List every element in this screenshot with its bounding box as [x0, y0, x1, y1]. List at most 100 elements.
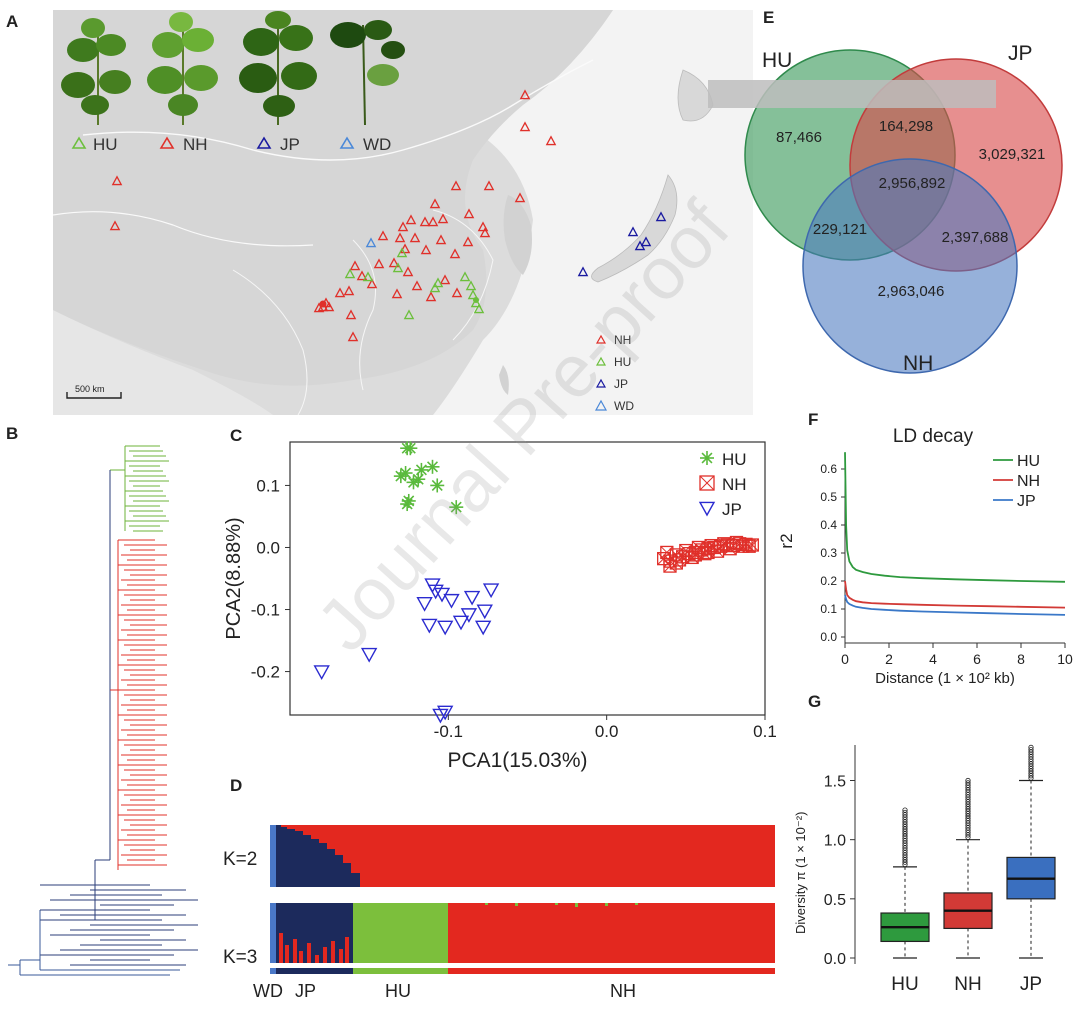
pca-legend-marker: [699, 475, 715, 491]
ld-y-tick-label: 0.2: [820, 574, 837, 588]
ld-legend-label: HU: [1017, 453, 1040, 470]
structure-k2-bar: [319, 843, 327, 887]
ld-x-axis-label: Distance (1 × 10² kb): [875, 670, 1015, 687]
legend-nh-label: NH: [183, 135, 208, 154]
plant-photo-hu: [61, 18, 131, 125]
ld-x-tick-label: 2: [885, 651, 893, 667]
ld-y-tick-label: 0.5: [820, 490, 837, 504]
box-hu: [880, 807, 930, 959]
structure-group-label-jp: JP: [295, 981, 316, 1001]
pca-legend-marker: [700, 451, 714, 465]
panel-label-b: B: [6, 424, 19, 443]
structure-k2-bar: [311, 839, 319, 887]
structure-k2-bar: [276, 825, 281, 887]
map-marker-nh: [437, 213, 449, 224]
map-marker-jp: [634, 240, 646, 251]
map-marker-nh: [419, 216, 431, 227]
pca-point-jp: [474, 620, 492, 636]
structure-k3-admix: [299, 951, 303, 963]
box-y-tick-label: 1.0: [824, 833, 846, 850]
group-bar-nh: [448, 968, 775, 974]
pca-x-axis-label: PCA1(15.03%): [447, 749, 587, 772]
panel-b-phylogenetic-tree: [8, 445, 198, 976]
map-marker-nh: [405, 214, 417, 225]
structure-k3-admix: [605, 903, 608, 906]
structure-k3-admix: [635, 903, 638, 905]
map-marker-nh: [411, 280, 423, 291]
pca-point-nh: [669, 548, 683, 562]
pca-point-nh: [701, 545, 715, 560]
venn-label-hu: HU: [762, 49, 792, 72]
pca-point-jp: [432, 708, 449, 724]
map-marker-nh: [545, 135, 557, 146]
map-marker-nh: [397, 221, 409, 232]
structure-k2-bar: [335, 855, 343, 887]
map-marker-nh: [514, 192, 526, 203]
map-marker-hu: [403, 309, 415, 320]
map-marker-nh: [449, 248, 461, 259]
map-marker-nh: [366, 278, 378, 289]
structure-group-label-nh: NH: [610, 981, 636, 1001]
svg-text:500 km: 500 km: [75, 384, 105, 394]
pca-point-jp: [460, 608, 478, 623]
map-marker-hu: [465, 280, 477, 291]
ld-line-hu: [844, 452, 1066, 583]
map-marker-hu: [473, 303, 485, 314]
structure-k3-admix: [555, 903, 558, 905]
map-marker-nh: [356, 270, 368, 281]
panel-f-ld-decay: LD decay 0 2 4 6 8 10 0.0 0.1 0.2 0.3 0.4 0.5 0.6 Dist…: [780, 426, 1073, 687]
pca-point-hu: [411, 472, 426, 487]
map-marker-nh: [435, 234, 447, 245]
ld-line-nh: [844, 580, 1066, 609]
map-marker-nh: [349, 260, 361, 271]
group-bar-wd: [270, 968, 276, 974]
venn-count-jp-nh: 2,397,688: [942, 229, 1009, 246]
pca-point-jp: [476, 604, 493, 620]
structure-k3-admix: [279, 933, 283, 963]
structure-k3-admix: [515, 903, 518, 906]
map-sample-markers: [109, 89, 667, 342]
map-marker-hu: [429, 282, 441, 293]
legend-hu-label: HU: [93, 135, 118, 154]
structure-group-label-wd: WD: [253, 981, 283, 1001]
pca-legend-label: NH: [722, 475, 747, 494]
box-y-axis-label: Diversity π (1 × 10⁻²): [793, 812, 808, 934]
pca-point-jp: [436, 620, 454, 636]
ld-y-axis-label: r2: [780, 533, 796, 548]
map-marker-nh: [519, 121, 531, 132]
venn-count-all: 2,956,892: [879, 175, 946, 192]
structure-k3-wd: [270, 903, 276, 963]
map-marker-hu: [392, 262, 404, 273]
venn-count-hu-nh: 229,121: [813, 221, 867, 238]
pca-point-nh: [717, 537, 731, 551]
map-marker-nh: [345, 309, 357, 320]
venn-circle-nh: [802, 158, 1018, 374]
pca-plot-frame: [289, 441, 766, 716]
plant-photo-nh: [147, 12, 218, 125]
pca-point-jp: [421, 618, 438, 634]
map-marker-hu: [362, 271, 374, 282]
pca-point-jp: [360, 647, 378, 663]
ld-y-tick-label: 0.4: [820, 518, 837, 532]
legend-wd-label: WD: [363, 135, 391, 154]
group-bar-hu: [353, 968, 448, 974]
ld-y-tick-label: 0.1: [820, 602, 837, 616]
pca-point-jp: [436, 705, 454, 721]
venn-label-jp: JP: [1008, 42, 1033, 65]
pca-point-jp: [427, 584, 444, 600]
svg-text:NH: NH: [614, 333, 631, 347]
pca-point-hu: [406, 475, 421, 490]
structure-k2-bar: [287, 829, 295, 887]
map-side-legend: NH HU JP WD: [594, 333, 634, 413]
map-marker-nh: [477, 221, 489, 232]
panel-label-f: F: [808, 410, 819, 429]
structure-k3-admix: [331, 941, 335, 963]
plant-photo-wd: [330, 20, 405, 126]
panel-c-pca-scatter: -0.1 0.0 0.1 0.1 0.0 -0.1 -0.2 PCA1(15.03%) PCA2…: [223, 441, 777, 772]
map-marker-nh: [373, 258, 385, 269]
map-marker-nh: [402, 266, 414, 277]
structure-row-label-k3: K=3: [223, 947, 257, 968]
pca-point-hu: [400, 441, 415, 456]
map-marker-hu: [467, 289, 479, 300]
pca-point-jp: [452, 615, 470, 631]
